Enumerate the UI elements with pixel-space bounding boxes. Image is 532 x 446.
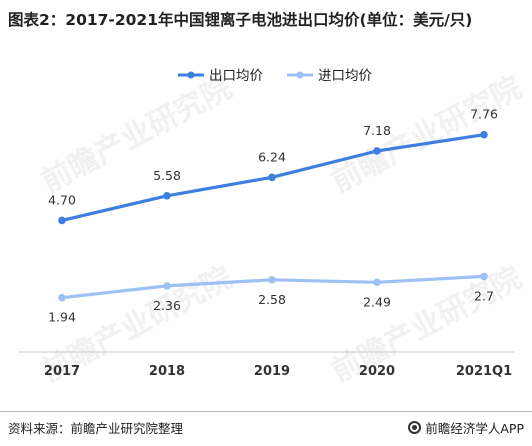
data-point xyxy=(373,147,381,155)
data-label: 5.58 xyxy=(153,168,181,183)
data-label: 6.24 xyxy=(258,149,286,164)
data-point xyxy=(58,216,66,225)
data-label: 7.18 xyxy=(363,123,391,138)
data-label: 7.76 xyxy=(470,107,498,122)
x-axis-ticks: 2017 2018 2019 2020 2021Q1 xyxy=(44,364,512,379)
brand-logo-icon xyxy=(408,421,422,434)
x-tick-label: 2020 xyxy=(359,364,395,379)
data-label: 2.7 xyxy=(474,288,494,303)
chart-title: 图表2：2017-2021年中国锂离子电池进出口均价(单位：美元/只) xyxy=(8,11,473,29)
series-layer: 4.70 5.58 6.24 7.18 7.76 1.94 2.36 2.58 2.49 2.7 xyxy=(48,107,498,325)
data-point xyxy=(480,130,488,139)
legend-item-1: 进口均价 xyxy=(287,68,372,84)
legend-swatch-marker xyxy=(296,71,304,79)
legend-label: 进口均价 xyxy=(318,68,372,84)
data-point xyxy=(480,272,488,281)
data-label: 1.94 xyxy=(48,310,76,325)
data-point xyxy=(373,278,381,287)
data-point xyxy=(163,282,171,290)
source-note: 资料来源：前瞻产业研究院整理 xyxy=(8,421,184,436)
legend-label: 出口均价 xyxy=(209,68,263,84)
x-tick-label: 2019 xyxy=(254,364,290,379)
data-label: 4.70 xyxy=(48,192,76,207)
data-point xyxy=(163,192,171,200)
legend-swatch-marker xyxy=(187,71,195,79)
data-label: 2.36 xyxy=(153,298,181,313)
legend-item-0: 出口均价 xyxy=(178,68,263,84)
data-point xyxy=(58,293,66,302)
legend: 出口均价 进口均价 xyxy=(178,68,372,84)
series-1: 1.94 2.36 2.58 2.49 2.7 xyxy=(48,272,494,325)
data-point xyxy=(268,173,276,182)
brand-credit: 前瞻经济学人APP xyxy=(408,418,524,437)
x-tick-label: 2021Q1 xyxy=(456,364,512,379)
x-tick-label: 2017 xyxy=(44,364,80,379)
series-0: 4.70 5.58 6.24 7.18 7.76 xyxy=(48,107,498,225)
data-label: 2.49 xyxy=(363,294,391,309)
data-label: 2.58 xyxy=(258,292,286,307)
x-tick-label: 2018 xyxy=(149,364,185,379)
brand-name: 前瞻经济学人APP xyxy=(425,421,524,436)
data-point xyxy=(268,276,276,284)
footer-divider xyxy=(0,411,532,412)
